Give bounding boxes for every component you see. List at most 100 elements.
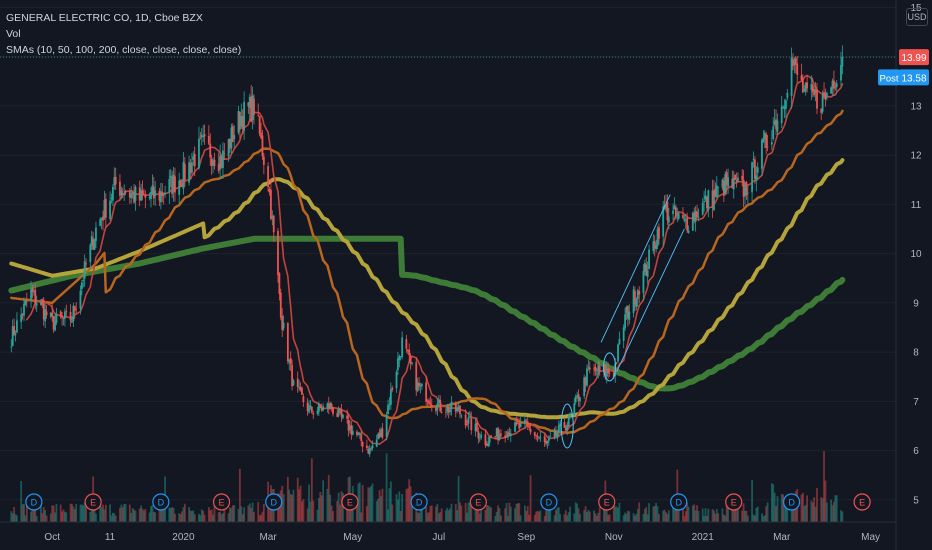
candle-body [676, 216, 679, 218]
candle-body [468, 416, 471, 418]
volume-bar [350, 509, 353, 522]
volume-bar [682, 508, 684, 522]
candle-body [262, 156, 265, 165]
candle-body [322, 406, 325, 411]
volume-bar [691, 505, 694, 522]
candle-body [95, 227, 97, 242]
symbol-title[interactable]: GENERAL ELECTRIC CO, 1D, Cboe BZX [6, 12, 203, 24]
volume-bar [587, 509, 590, 522]
volume-bar [356, 501, 358, 522]
volume-bar [440, 508, 443, 522]
candle-body [662, 206, 665, 237]
volume-bar [666, 513, 669, 522]
candle-body [361, 441, 364, 447]
volume-bar [468, 503, 471, 522]
earnings-marker-label: E [604, 498, 610, 508]
volume-bar [332, 511, 334, 522]
volume-bar [467, 502, 470, 522]
volume-bar [717, 513, 720, 522]
volume-bar [737, 504, 739, 522]
volume-bar [227, 513, 230, 522]
volume-bar [109, 504, 111, 522]
volume-bar [703, 515, 706, 522]
volume-bar [608, 514, 611, 522]
volume-bar [292, 489, 295, 522]
candle-body [514, 422, 516, 432]
candle-body [61, 315, 63, 318]
time-axis[interactable]: Oct 11 2020 Mar May Jul Sep Nov 2021 Mar May [0, 521, 896, 543]
volume-bar [474, 508, 477, 522]
volume-bar [624, 512, 626, 522]
candle-body [567, 415, 570, 427]
candle-body [831, 80, 834, 89]
volume-bar [312, 500, 315, 522]
volume-bar [253, 511, 255, 522]
candle-body [210, 158, 213, 166]
volume-bar [62, 509, 65, 522]
time-tick-label: May [343, 532, 362, 543]
volume-bar [721, 508, 724, 522]
candle-body [725, 172, 728, 186]
candle-body [220, 157, 223, 168]
volume-bar [634, 515, 636, 522]
candle-body [555, 431, 557, 436]
volume-bar [202, 510, 205, 522]
volume-bar [635, 513, 638, 522]
candle-body [351, 430, 354, 435]
volume-bar [329, 494, 332, 522]
volume-bar [365, 506, 368, 522]
volume-bar [484, 509, 487, 522]
candle-body [518, 423, 521, 429]
volume-bar [42, 507, 45, 522]
currency-unit-button[interactable]: USD [906, 8, 928, 26]
candle-body [429, 402, 432, 405]
candle-body [509, 433, 512, 437]
candle-body [579, 397, 581, 402]
volume-bar [158, 507, 161, 522]
volume-bar [209, 510, 212, 522]
candle-body [253, 98, 255, 115]
volume-bar [143, 510, 145, 522]
volume-bar [487, 505, 490, 522]
candle-body [782, 107, 785, 109]
candle-body [349, 425, 351, 430]
candle-body [516, 423, 519, 425]
candle-body [350, 425, 353, 435]
volume-indicator-label[interactable]: Vol [6, 28, 21, 40]
volume-bar [172, 508, 175, 522]
candle-body [456, 408, 459, 412]
earnings-marker [84, 493, 102, 511]
candle-body [773, 120, 776, 125]
candle-body [559, 423, 562, 427]
candle-body [707, 190, 710, 211]
candle-body [398, 356, 401, 361]
volume-bar [535, 511, 538, 522]
candle-body [652, 241, 655, 252]
candle-body [309, 405, 312, 407]
volume-bar [741, 510, 744, 522]
volume-bar [381, 488, 384, 522]
candle-body [674, 207, 677, 217]
sma-indicator-label[interactable]: SMAs (10, 50, 100, 200, close, close, cl… [6, 44, 242, 56]
candle-body [89, 244, 92, 263]
candle-body [487, 442, 490, 446]
candle-body [406, 349, 409, 352]
volume-bar [756, 506, 759, 522]
candle-body [533, 432, 536, 436]
volume-bar [336, 500, 339, 522]
volume-bar [11, 513, 14, 522]
candle-body [714, 188, 717, 197]
volume-bar [538, 511, 540, 522]
volume-bar [241, 514, 244, 522]
candle-body [810, 84, 813, 90]
candle-body [289, 357, 292, 364]
candle-body [449, 409, 452, 412]
candle-body [237, 110, 240, 133]
candle-body [612, 372, 615, 378]
candle-body [319, 404, 322, 408]
volume-bar [495, 511, 498, 522]
candle-body [270, 189, 272, 220]
volume-bar [834, 495, 837, 522]
